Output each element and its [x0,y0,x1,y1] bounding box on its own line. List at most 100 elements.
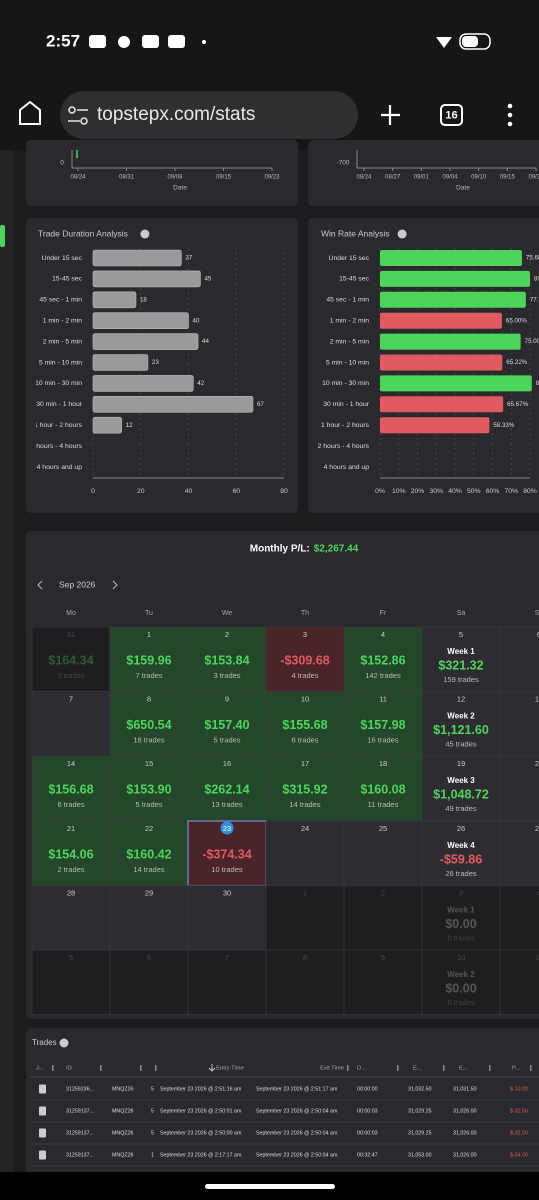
day-cell[interactable] [265,626,345,692]
value-label: 58.33% [493,422,514,429]
x-tick-label: 09/15 [500,175,516,181]
bar [380,250,522,266]
column-menu[interactable] [100,1065,102,1071]
sidebar-icon[interactable] [0,225,5,247]
day-cell[interactable] [343,949,423,1015]
day-cell[interactable] [109,626,189,692]
day-number: 20 [535,759,539,768]
day-trades: 6 trades [291,735,318,744]
day-cell[interactable] [343,820,423,886]
x-tick-label: 30% [429,488,443,495]
x-tick-label: 70% [504,488,518,495]
y-tick-label: 0 [60,160,64,167]
weekday-label: We [222,610,232,617]
help-icon[interactable] [59,1038,69,1048]
day-trades: 5 trades [213,735,240,744]
file-icon[interactable] [39,1128,46,1138]
day-cell[interactable] [421,885,501,951]
day-trades: 14 trades [289,800,321,809]
week-trades: 45 trades [445,739,477,748]
column-menu[interactable] [530,1065,532,1071]
next-month[interactable] [112,580,118,590]
day-cell[interactable] [265,949,345,1015]
table-cell: September 23 2026 @ 2:50:04 am [256,1152,338,1158]
day-trades: 10 trades [211,865,243,874]
x-tick-label: 80 [280,488,288,495]
home-indicator[interactable] [205,1184,335,1189]
day-cell[interactable] [109,885,189,951]
day-cell[interactable] [499,949,539,1015]
file-icon[interactable] [39,1106,46,1116]
day-cell[interactable] [265,885,345,951]
day-cell[interactable] [31,755,111,821]
day-cell[interactable] [421,691,501,757]
day-cell[interactable] [343,885,423,951]
column-menu[interactable] [52,1065,54,1071]
tab-switcher[interactable] [440,104,463,126]
day-pl: $160.42 [126,847,171,861]
day-pl: $315.92 [282,782,327,796]
day-cell[interactable] [421,949,501,1015]
day-cell[interactable] [499,691,539,757]
day-number: 27 [535,824,539,833]
x-tick-label: 60 [232,488,240,495]
day-number: 7 [225,953,229,962]
table-cell: 31259236... [66,1086,94,1092]
table-cell: September 23 2026 @ 2:50:04 am [256,1108,338,1114]
category-label: 4 hours and up [37,464,83,471]
weekday-label: Mo [66,610,76,617]
status-icons [89,33,491,50]
category-label: 15-45 sec [52,276,82,283]
day-cell[interactable] [499,885,539,951]
day-cell[interactable] [31,691,111,757]
value-label: 40 [193,317,200,324]
column-menu[interactable] [397,1065,399,1071]
day-cell[interactable] [421,755,501,821]
new-tab[interactable] [381,105,400,125]
day-cell[interactable] [499,820,539,886]
day-cell[interactable] [265,755,345,821]
menu-button[interactable] [507,103,513,127]
day-cell[interactable] [109,755,189,821]
home-button[interactable] [19,100,41,125]
week-pl: $0.00 [445,981,476,995]
day-cell[interactable] [109,820,189,886]
category-label: Under 15 sec [329,255,370,262]
bar [380,417,490,434]
day-cell[interactable] [499,755,539,821]
day-cell[interactable] [421,820,501,886]
day-cell[interactable] [31,949,111,1015]
category-label: 2 min - 5 min [43,338,83,345]
day-cell[interactable] [343,626,423,692]
column-menu[interactable] [347,1065,349,1071]
x-tick-label: 10% [392,488,406,495]
column-menu[interactable] [140,1065,142,1071]
day-cell[interactable] [343,755,423,821]
day-number: 9 [381,953,385,962]
day-cell[interactable] [499,626,539,692]
file-icon[interactable] [39,1150,46,1160]
table-title: Trades [32,1038,57,1047]
category-label: 1 hour - 2 hours [321,422,370,429]
day-cell[interactable] [343,691,423,757]
table-cell: September 23 2026 @ 2:50:01 am [160,1108,242,1114]
url[interactable]: topstepx.com/stats [97,104,255,125]
day-cell[interactable] [187,949,267,1015]
url-bar[interactable] [60,91,358,139]
file-icon[interactable] [39,1084,46,1094]
site-settings[interactable] [68,106,88,125]
prev-month[interactable] [37,580,43,590]
column-menu[interactable] [489,1065,491,1071]
day-cell[interactable] [265,820,345,886]
column-menu[interactable] [155,1065,157,1071]
day-cell[interactable] [187,626,267,692]
help-icon[interactable] [140,229,150,239]
day-cell[interactable] [109,691,189,757]
column-menu[interactable] [443,1065,445,1071]
day-cell[interactable] [31,885,111,951]
category-label: 15-45 sec [339,276,369,283]
help-icon[interactable] [397,229,407,239]
day-trades: 11 trades [368,800,399,809]
day-cell[interactable] [187,885,267,951]
day-number: 12 [457,694,465,703]
